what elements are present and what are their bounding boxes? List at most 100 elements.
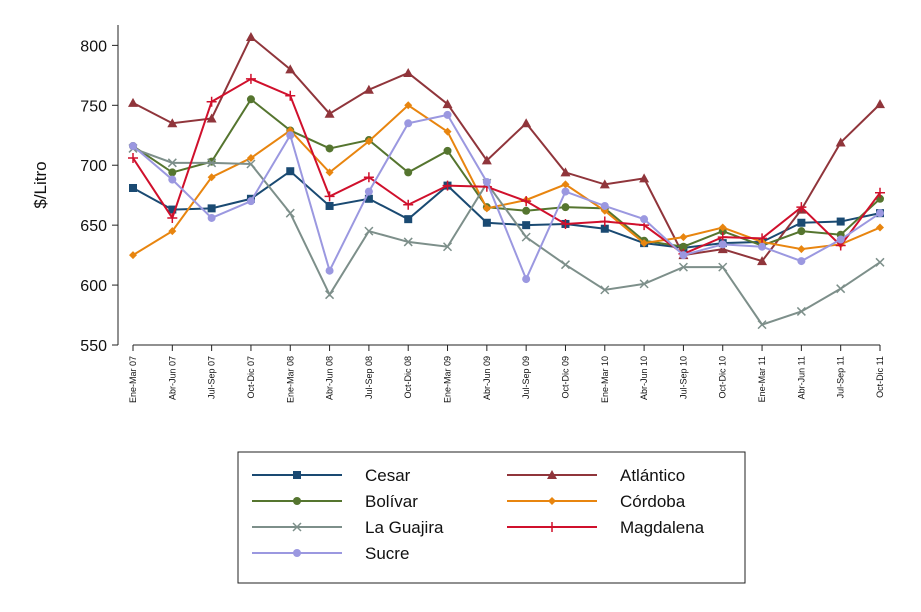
marker [599, 216, 610, 227]
marker [207, 204, 216, 213]
marker [324, 191, 335, 202]
marker [561, 180, 570, 189]
marker [522, 206, 531, 215]
marker [207, 158, 217, 168]
marker [442, 99, 453, 109]
marker [245, 31, 256, 41]
marker [561, 187, 570, 196]
y-tick-label: 600 [80, 278, 107, 295]
marker [797, 257, 806, 266]
x-tick-label: Jul-Sep 10 [678, 356, 688, 399]
marker [246, 154, 255, 163]
x-tick-label: Oct-Dic 07 [246, 356, 256, 399]
legend-marker [548, 497, 556, 505]
marker [718, 223, 727, 232]
marker [325, 290, 335, 300]
marker [599, 179, 610, 189]
marker [796, 202, 807, 213]
marker [797, 218, 806, 227]
marker [521, 118, 532, 128]
marker [796, 306, 806, 316]
x-tick-label: Abr-Jun 07 [167, 356, 177, 400]
marker [206, 113, 217, 123]
marker [640, 215, 649, 224]
marker [757, 256, 768, 266]
x-tick-label: Abr-Jun 09 [482, 356, 492, 400]
x-tick-label: Ene-Mar 08 [285, 356, 295, 403]
marker [364, 187, 373, 196]
marker [364, 194, 373, 203]
marker [443, 127, 452, 136]
marker [207, 157, 216, 166]
legend-marker [293, 471, 301, 479]
series-line [132, 35, 881, 263]
legend-label: Atlántico [620, 466, 685, 485]
marker [167, 212, 178, 223]
marker [246, 159, 256, 169]
marker [325, 144, 334, 153]
marker [836, 217, 845, 226]
marker [443, 110, 452, 119]
legend-box [237, 451, 746, 584]
marker [286, 167, 295, 176]
x-tick-label: Jul-Sep 09 [521, 356, 531, 399]
marker [128, 97, 138, 107]
x-tick-label: Abr-Jun 11 [796, 356, 806, 399]
marker [876, 223, 884, 232]
marker [443, 146, 452, 155]
x-tick-label: Oct-Dic 09 [560, 356, 570, 399]
marker [285, 90, 296, 101]
marker [442, 180, 453, 191]
marker [600, 224, 609, 233]
x-tick-label: Ene-Mar 07 [128, 356, 138, 403]
x-tick-label: Jul-Sep 07 [207, 356, 217, 399]
x-tick-label: Oct-Dic 11 [875, 356, 885, 398]
marker [168, 227, 177, 236]
legend-marker [293, 549, 301, 557]
y-tick-label: 750 [80, 98, 107, 115]
legend-label: Cesar [365, 466, 411, 485]
marker [836, 235, 845, 244]
marker [797, 227, 806, 236]
marker [875, 187, 885, 198]
x-tick-label: Ene-Mar 09 [443, 356, 453, 403]
legend-marker [547, 470, 557, 479]
marker [325, 201, 334, 210]
marker [404, 119, 413, 128]
marker [757, 320, 767, 330]
marker [403, 67, 414, 77]
legend-marker [547, 522, 557, 532]
marker [403, 199, 414, 210]
marker [757, 233, 768, 244]
marker [679, 242, 688, 251]
series-line [132, 147, 881, 326]
marker [718, 262, 728, 272]
marker [876, 209, 884, 218]
marker [129, 183, 137, 192]
marker [167, 118, 178, 128]
marker [797, 245, 806, 254]
marker [129, 251, 137, 260]
y-axis-label: $/Litro [31, 161, 50, 208]
marker [442, 242, 453, 252]
legend-label: La Guajira [365, 518, 444, 537]
marker [285, 208, 295, 218]
marker [129, 142, 137, 151]
marker [285, 64, 296, 74]
marker [404, 168, 413, 177]
marker [600, 285, 610, 295]
x-tick-label: Oct-Dic 10 [718, 356, 728, 399]
marker [718, 240, 727, 249]
marker [875, 257, 885, 267]
legend-label: Córdoba [620, 492, 686, 511]
marker [758, 242, 767, 251]
marker [246, 95, 255, 104]
legend-label: Sucre [365, 544, 409, 563]
marker [679, 251, 688, 260]
marker [875, 99, 885, 109]
marker [560, 167, 571, 177]
marker [324, 108, 335, 118]
marker [168, 168, 177, 177]
marker [835, 137, 846, 147]
